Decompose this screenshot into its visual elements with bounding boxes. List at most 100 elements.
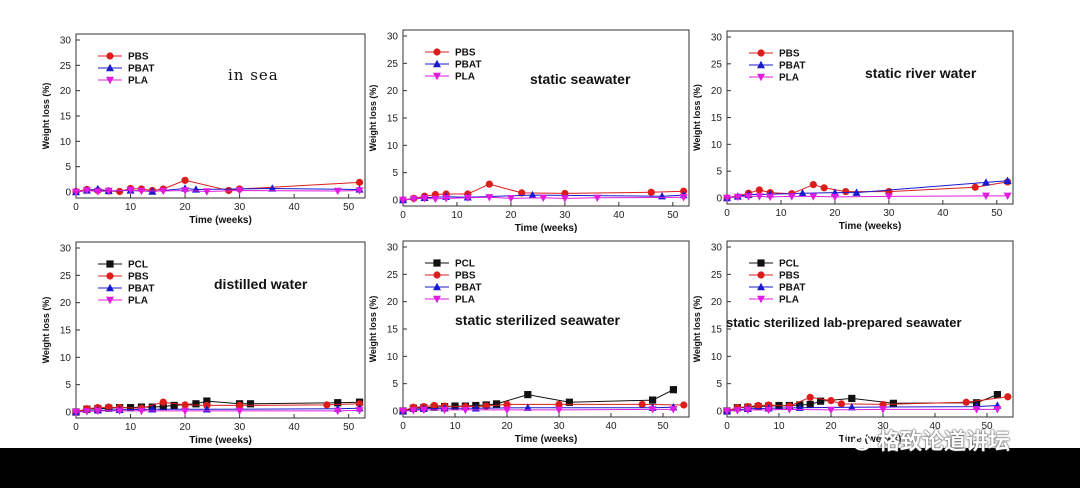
data-point-pla <box>787 193 796 201</box>
x-tick-label: 0 <box>724 421 730 432</box>
x-tick-label: 0 <box>73 422 79 433</box>
data-point-pla <box>679 194 688 202</box>
data-point-pla <box>159 187 168 196</box>
data-point-pla <box>93 188 102 196</box>
x-tick-label: 40 <box>929 421 941 432</box>
y-tick-label: 20 <box>387 86 399 97</box>
data-point-pla <box>809 193 818 201</box>
data-point-pbat <box>847 402 856 411</box>
data-point-pla <box>82 187 91 195</box>
data-point-pla <box>1003 192 1012 201</box>
data-point-pla <box>431 195 440 204</box>
x-tick-label: 0 <box>724 208 730 219</box>
data-point-pla <box>463 194 472 203</box>
legend-marker-pbs <box>106 272 114 280</box>
data-point-pcl <box>649 396 657 404</box>
data-point-pbs <box>827 397 835 405</box>
y-tick-label: 0 <box>65 188 71 199</box>
y-tick-label: 20 <box>60 298 72 309</box>
data-point-pla <box>399 196 407 205</box>
y-axis-label: Weight loss (%) <box>41 297 51 364</box>
x-tick-label: 40 <box>613 210 625 221</box>
y-axis-label: Weight loss (%) <box>368 85 378 152</box>
legend-label-pbat: PBAT <box>779 283 805 294</box>
chart-panel-1: 0 5 10 15 20 25 30 0 10 20 30 40 50 Time (weeks) Weigh… <box>41 33 366 226</box>
data-point-pla <box>420 195 429 203</box>
data-point-pcl <box>565 398 573 406</box>
x-tick-label: 20 <box>829 208 841 219</box>
data-point-pcl <box>669 386 677 394</box>
data-point-pbat <box>528 190 537 199</box>
data-point-pbs <box>555 400 563 409</box>
data-point-pla <box>593 194 602 203</box>
legend-marker-pcl <box>433 259 441 267</box>
data-point-pcl <box>524 391 532 399</box>
y-tick-label: 25 <box>60 271 72 282</box>
data-point-pbat <box>982 178 991 186</box>
legend-label-pbs: PBS <box>128 272 149 283</box>
chart-title: static river water <box>865 65 977 81</box>
chart-panel-3: 0 5 10 15 20 25 30 0 10 20 30 40 50 Time (weeks) Weigh… <box>692 30 1014 232</box>
legend-label-pbat: PBAT <box>779 61 805 72</box>
legend-label-pcl: PCL <box>455 259 475 270</box>
legend-marker-pla <box>757 73 765 82</box>
legend-marker-pbat <box>106 283 114 292</box>
data-point-pbs <box>159 398 167 406</box>
x-tick-label: 10 <box>451 210 463 221</box>
data-point-pbs <box>116 187 124 196</box>
data-point-pla <box>442 195 451 203</box>
data-point-pla <box>879 406 887 414</box>
data-point-pla <box>72 408 80 417</box>
data-point-pbs <box>647 188 655 196</box>
data-point-pla <box>884 193 893 201</box>
data-point-pla <box>785 406 794 414</box>
x-tick-label: 40 <box>937 208 949 219</box>
y-tick-label: 0 <box>392 196 398 207</box>
y-tick-label: 25 <box>711 270 723 281</box>
y-tick-label: 15 <box>387 325 399 336</box>
data-point-pla <box>440 406 449 415</box>
legend-label-pla: PLA <box>455 72 475 83</box>
data-point-pcl <box>170 401 178 410</box>
y-tick-label: 30 <box>711 33 723 44</box>
y-tick-label: 5 <box>392 379 398 390</box>
data-point-pla <box>137 187 146 196</box>
data-point-pla <box>181 407 190 416</box>
x-axis-label: Time (weeks) <box>839 221 902 232</box>
data-point-pcl <box>246 400 255 408</box>
data-point-pla <box>560 195 569 203</box>
data-point-pbat <box>852 188 861 196</box>
x-tick-label: 50 <box>981 421 993 432</box>
y-tick-label: 15 <box>387 114 399 125</box>
x-tick-label: 30 <box>883 208 895 219</box>
data-point-pbs <box>962 398 970 406</box>
legend-label-pla: PLA <box>128 76 148 87</box>
x-tick-label: 10 <box>773 421 785 432</box>
y-tick-label: 10 <box>60 353 72 364</box>
data-point-pla <box>399 407 407 416</box>
y-tick-label: 25 <box>387 270 399 281</box>
y-tick-label: 30 <box>711 243 723 254</box>
legend-marker-pbs <box>433 48 441 56</box>
data-point-pcl <box>817 397 825 405</box>
legend-label-pbs: PBS <box>779 49 800 60</box>
data-point-pcl <box>993 391 1001 399</box>
data-point-pbs <box>755 186 763 194</box>
legend-label-pcl: PCL <box>779 259 799 270</box>
x-axis-label: Time (weeks) <box>515 434 578 445</box>
y-tick-label: 10 <box>711 352 723 363</box>
legend-marker-pbs <box>433 271 441 279</box>
data-point-pla <box>126 186 135 195</box>
legend-marker-pcl <box>757 259 765 267</box>
data-point-pcl <box>848 394 856 403</box>
data-point-pla <box>333 407 342 416</box>
data-point-pla <box>669 406 678 414</box>
data-point-pla <box>503 406 511 415</box>
y-tick-label: 25 <box>387 59 399 70</box>
data-point-pla <box>506 195 515 203</box>
plot-frame <box>726 30 1014 205</box>
series-line-pcl <box>75 400 360 413</box>
watermark: 格致论道讲坛 <box>842 422 1010 458</box>
legend-label-pla: PLA <box>779 73 799 84</box>
